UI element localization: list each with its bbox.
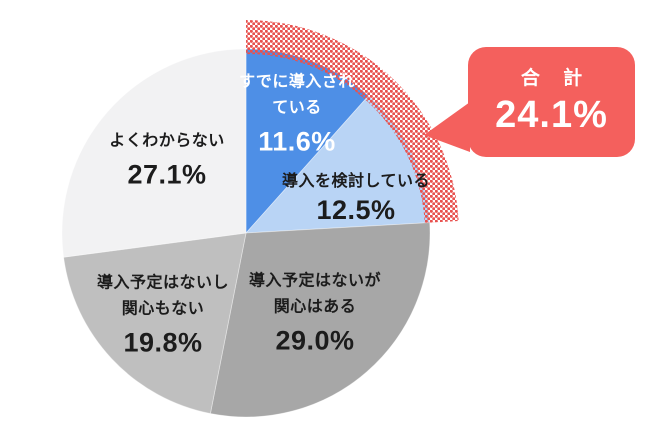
segment-value: 19.8% [123, 327, 203, 358]
total-callout-label: 合 計 [520, 68, 592, 89]
segment-label-already-adopted: すでに導入され ている 11.6% [239, 70, 355, 157]
segment-label-no-plan-no-interest: 導入予定はないし 関心もない 19.8% [97, 271, 229, 358]
segment-label-text: 関心はある [273, 298, 357, 316]
segment-value: 29.0% [275, 325, 355, 356]
segment-label-text: 関心もない [121, 300, 205, 318]
total-callout: 合 計 24.1% [468, 47, 635, 157]
segment-label-text: 導入を検討している [281, 173, 431, 190]
segment-value: 11.6% [258, 126, 336, 157]
segment-label-considering: 導入を検討している 12.5% [282, 169, 430, 225]
pie-wedge-3 [63, 232, 247, 414]
segment-label-dont-know: よくわからない 27.1% [109, 129, 225, 190]
segment-label-text: ている [272, 99, 322, 117]
total-callout-value: 24.1% [495, 94, 608, 136]
segment-value: 12.5% [316, 195, 396, 225]
segment-label-no-plan-interested: 導入予定はないが 関心はある 29.0% [249, 269, 381, 356]
segment-label-text: よくわからない [109, 132, 225, 150]
segment-label-text: すでに導入され [239, 73, 355, 91]
pie-wedge-2 [209, 222, 431, 418]
segment-label-text: 導入予定はないし [96, 274, 230, 292]
pie-wedge-4 [61, 48, 247, 258]
segment-value: 27.1% [127, 159, 207, 190]
highlight-arc-band [246, 20, 459, 223]
segment-label-text: 導入予定はないが [248, 272, 382, 290]
pie-wedges-group [61, 48, 431, 418]
